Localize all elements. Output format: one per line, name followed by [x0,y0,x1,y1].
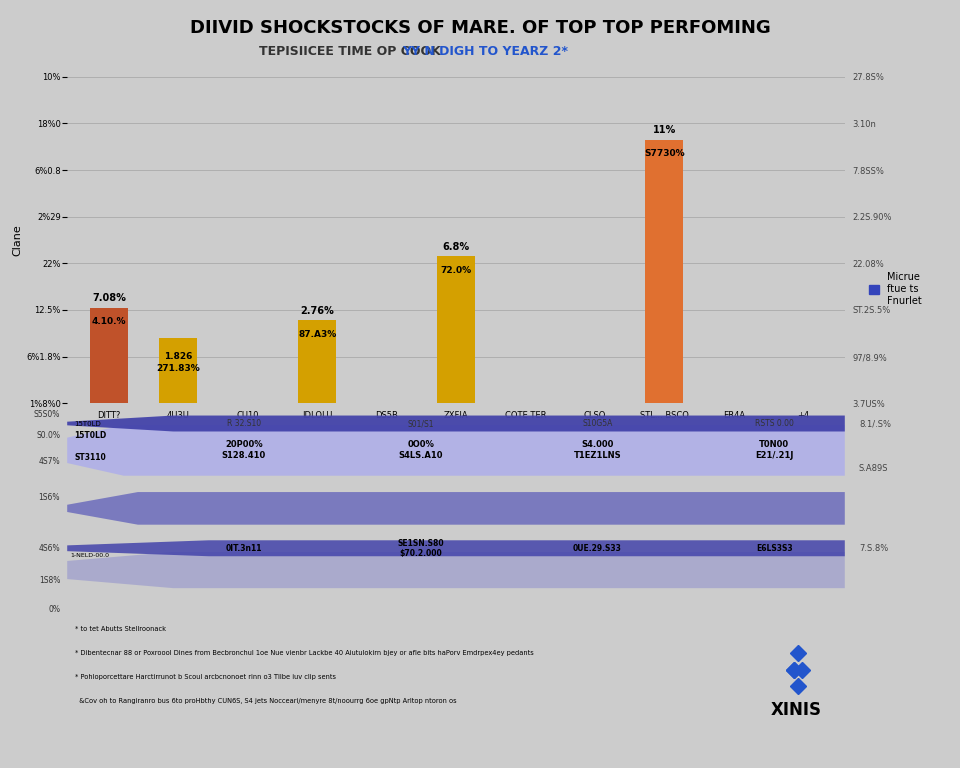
Text: * Pohloporcettare Harctirrunot b Scoul arcbcnonoet rinn o3 Tllbe iuv clip sents: * Pohloporcettare Harctirrunot b Scoul a… [75,674,336,680]
Text: S01/S1: S01/S1 [407,419,434,428]
Text: 6.8%: 6.8% [443,242,469,252]
Text: S0.0%: S0.0% [36,432,60,440]
Text: 1S6%: 1S6% [38,493,60,502]
Bar [298,320,336,403]
Bar [90,308,128,403]
Text: DIIVID SHOCKSTOCKS OF MARE. OF TOP TOP PERFOMING: DIIVID SHOCKSTOCKS OF MARE. OF TOP TOP P… [190,19,770,37]
Legend: Micrue
ftue ts
Fnurlet: Micrue ftue ts Fnurlet [865,269,925,310]
Text: * Dibentecnar 88 or Poxroool Dines from Becbronchul 1oe Nue vienbr Lackbe 40 Aiu: * Dibentecnar 88 or Poxroool Dines from … [75,650,534,656]
Text: 72.0%: 72.0% [441,266,471,275]
Text: 87.A3%: 87.A3% [298,329,336,339]
Text: S.A89S: S.A89S [859,464,888,473]
Text: S5S0%: S5S0% [34,409,60,419]
Text: 1S8%: 1S8% [38,577,60,585]
Text: 2.76%: 2.76% [300,306,334,316]
Text: TEPISIICEE TIME OP COOK: TEPISIICEE TIME OP COOK [259,45,445,58]
Text: ST3110: ST3110 [74,453,106,462]
Text: XINIS: XINIS [771,700,822,719]
Text: S10G5A: S10G5A [582,419,612,428]
Text: 7.08%: 7.08% [92,293,126,303]
Polygon shape [67,492,845,525]
Text: E6LS3S3: E6LS3S3 [756,544,792,553]
Text: YY N DIGH TO YEARZ 2*: YY N DIGH TO YEARZ 2* [402,45,568,58]
Text: &Cov oh to Rangiranro bus 6to proHbthy CUN6S, S4 jets Nocceari/menyre 8t/noourrg: &Cov oh to Rangiranro bus 6to proHbthy C… [75,698,457,704]
Text: 8.1/.S%: 8.1/.S% [859,419,891,428]
Polygon shape [67,552,845,588]
Text: 0IT.3n11: 0IT.3n11 [226,544,262,553]
Text: S4.000
T1EZ1LNS: S4.000 T1EZ1LNS [573,440,621,460]
Text: 1-NELD-00.0: 1-NELD-00.0 [71,553,109,558]
Text: 20P00%
S128.410: 20P00% S128.410 [222,440,266,460]
Text: 271.83%: 271.83% [156,364,201,373]
Text: 1.826: 1.826 [164,353,192,362]
Polygon shape [67,425,845,475]
Text: 7.S.8%: 7.S.8% [859,544,888,553]
Polygon shape [67,415,845,432]
Text: RSTS 0.00: RSTS 0.00 [755,419,794,428]
Text: R 32.S10: R 32.S10 [227,419,261,428]
Text: 0UE.29.S33: 0UE.29.S33 [573,544,622,553]
Text: 4.10.%: 4.10.% [91,317,126,326]
Y-axis label: Clane: Clane [12,224,22,256]
Text: 0%: 0% [48,605,60,614]
Text: S7730%: S7730% [644,149,684,158]
Text: T0N00
E21/.21J: T0N00 E21/.21J [755,440,793,460]
Bar [645,140,684,403]
Text: 4S7%: 4S7% [38,457,60,465]
Text: SE1SN.S80
$70.2.000: SE1SN.S80 $70.2.000 [397,538,444,558]
Text: 4S6%: 4S6% [38,544,60,553]
Bar [437,257,475,403]
Text: 15T0LD: 15T0LD [74,432,107,440]
Text: 0O0%
S4LS.A10: 0O0% S4LS.A10 [398,440,443,460]
Text: 15T0LD: 15T0LD [74,421,101,426]
Text: 11%: 11% [653,125,676,135]
Polygon shape [67,541,845,556]
Bar [159,339,198,403]
Text: * to tet Abutts Stellroonack: * to tet Abutts Stellroonack [75,626,166,632]
